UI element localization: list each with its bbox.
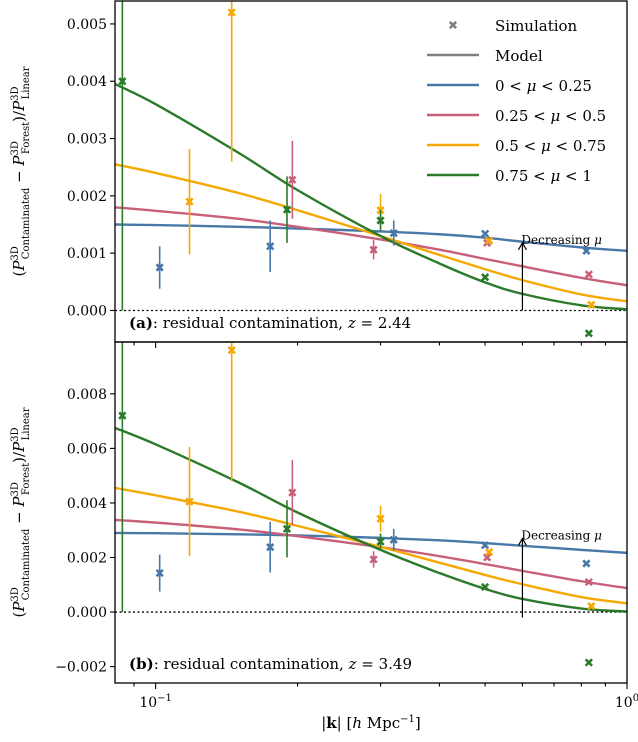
x-tick-label: 10−1 [139, 693, 172, 711]
x-axis-label: |k| [h Mpc−1] [321, 714, 421, 732]
data-point-3-1 [282, 524, 292, 533]
data-point-2-3 [485, 236, 494, 245]
data-point-3-0 [118, 77, 127, 86]
data-point-2-0 [185, 497, 194, 506]
legend-label: 0 < μ < 0.25 [495, 77, 592, 95]
data-point-1-0 [288, 488, 297, 497]
legend-entry-0: Simulation [448, 17, 578, 35]
legend-marker [448, 20, 458, 30]
data-point-2-1 [227, 8, 236, 17]
data-point-0-3 [480, 541, 490, 550]
model-curve-0 [115, 223, 627, 253]
data-point-3-2 [376, 216, 385, 225]
data-point-1-1 [369, 555, 378, 564]
x-tick-label: 100 [615, 693, 638, 711]
data-point-1-0 [288, 175, 297, 184]
y-tick-label: 0.008 [67, 387, 107, 403]
data-point-3-3 [480, 273, 490, 282]
legend-label: 0.75 < μ < 1 [495, 167, 592, 185]
data-point-2-4 [587, 601, 596, 611]
data-point-0-2 [389, 228, 398, 238]
model-curve-0 [115, 531, 627, 555]
data-point-1-3 [584, 577, 593, 587]
data-point-0-1 [266, 543, 275, 552]
decreasing-mu-label: Decreasing μ [521, 233, 602, 247]
plot-area-b [115, 342, 627, 667]
decreasing-mu-label: Decreasing μ [521, 528, 602, 542]
data-point-2-2 [376, 514, 385, 523]
data-point-0-3 [480, 229, 490, 238]
data-point-3-4 [584, 658, 593, 667]
y-tick-label: 0.001 [67, 246, 107, 262]
model-curve-2 [115, 163, 627, 303]
data-point-2-1 [227, 346, 236, 355]
panel-annotation: (b): residual contamination, z = 3.49 [129, 655, 412, 673]
legend-label: Model [495, 47, 543, 65]
model-curve-1 [115, 518, 627, 590]
plot-area-a [115, 1, 627, 338]
model-curve-3 [115, 83, 627, 311]
y-tick-label: 0.005 [67, 17, 107, 33]
y-tick-label: 0.002 [67, 189, 107, 205]
data-point-3-3 [480, 582, 490, 592]
data-point-0-2 [389, 535, 398, 544]
y-tick-label: 0.004 [67, 74, 107, 90]
y-tick-label: −0.002 [55, 660, 107, 676]
y-tick-label: 0.000 [67, 605, 107, 621]
panel-b: Decreasing μ −0.002 0.000 0.002 0.004 0.006 0.… [10, 341, 638, 732]
model-curve-2 [115, 486, 627, 605]
data-point-1-3 [584, 270, 593, 279]
legend-label: 0.5 < μ < 0.75 [495, 137, 606, 155]
data-point-2-0 [185, 197, 194, 206]
y-axis-label: (P3DContaminated − P3DForest)/P3DLinear [10, 407, 32, 617]
data-point-3-2 [376, 537, 385, 546]
panel-a: Decreasing μ 0.000 0.001 0.002 0.003 0.004 0.0… [10, 0, 628, 348]
legend-entry-2: 0 < μ < 0.25 [427, 77, 592, 95]
data-point-0-0 [155, 263, 164, 272]
legend-entry-1: Model [427, 47, 543, 65]
legend-entry-5: 0.75 < μ < 1 [427, 167, 592, 185]
data-point-0-4 [582, 559, 591, 568]
data-point-1-1 [369, 245, 378, 254]
y-tick-label: 0.006 [67, 441, 107, 457]
axes-frame-b [114, 341, 628, 684]
legend-entry-4: 0.5 < μ < 0.75 [427, 137, 606, 155]
decreasing-mu-arrow [517, 537, 527, 618]
y-tick-label: 0.003 [67, 132, 107, 148]
y-tick-label: 0.000 [67, 303, 107, 319]
y-tick-label: 0.004 [67, 496, 107, 512]
data-point-3-0 [118, 411, 127, 420]
model-curve-3 [115, 426, 627, 613]
panel-annotation: (a): residual contamination, z = 2.44 [129, 314, 411, 332]
data-point-2-4 [587, 300, 596, 309]
data-point-3-1 [282, 205, 292, 214]
data-point-2-3 [485, 547, 494, 557]
decreasing-mu-arrow [517, 241, 527, 311]
legend-entry-3: 0.25 < μ < 0.5 [427, 107, 606, 125]
data-point-0-0 [155, 568, 164, 578]
data-point-0-1 [266, 242, 275, 251]
data-point-1-2 [483, 553, 492, 562]
y-tick-label: 0.002 [67, 551, 107, 567]
legend: Simulation Model 0 < μ < 0.25 0.25 < μ < 0.… [427, 17, 606, 185]
legend-label: 0.25 < μ < 0.5 [495, 107, 606, 125]
data-point-3-4 [584, 329, 593, 338]
data-point-0-4 [582, 246, 591, 255]
legend-label: Simulation [495, 17, 578, 35]
y-axis-label: (P3DContaminated − P3DForest)/P3DLinear [10, 66, 32, 276]
